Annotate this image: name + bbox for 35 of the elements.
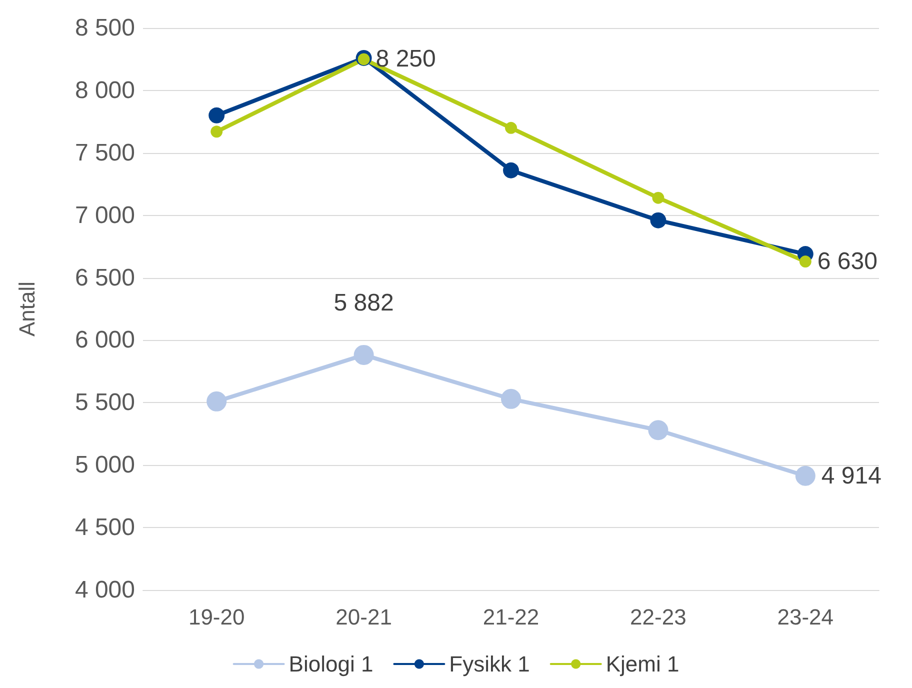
x-tick-label: 23-24 [777,604,834,630]
y-tick-label: 4 500 [74,514,135,542]
y-tick-label: 6 000 [74,326,135,354]
x-tick-label: 20-21 [336,604,392,630]
point [206,391,227,412]
point [505,122,517,134]
y-tick-label: 7 500 [74,139,135,166]
legend-label: Fysikk 1 [449,652,530,676]
point [210,126,223,138]
y-tick-label: 5 000 [74,452,135,479]
x-tick-label: 21-22 [482,604,540,630]
point [208,107,225,124]
legend-label: Kjemi 1 [606,652,680,676]
y-tick-label: 5 500 [74,389,135,416]
x-tick-label: 19-20 [188,604,245,630]
data-label: 6 630 [817,248,878,276]
point [501,388,521,409]
legend-label: Biologi 1 [288,652,374,676]
point [648,420,668,440]
y-axis-title: Antall [14,281,40,337]
point [354,344,374,365]
point [650,212,666,228]
point [799,256,812,268]
data-label: 8 250 [376,46,436,73]
y-tick-label: 8 000 [74,76,135,104]
y-tick-label: 7 000 [74,202,135,229]
point [503,162,519,178]
point [795,466,816,486]
point [652,192,664,204]
x-tick-label: 22-23 [630,604,686,630]
y-tick-label: 8 500 [74,14,135,42]
y-tick-label: 6 500 [74,264,135,292]
y-tick-label: 4 000 [74,576,135,604]
data-label: 4 914 [821,462,882,490]
data-label: 5 882 [334,289,394,316]
